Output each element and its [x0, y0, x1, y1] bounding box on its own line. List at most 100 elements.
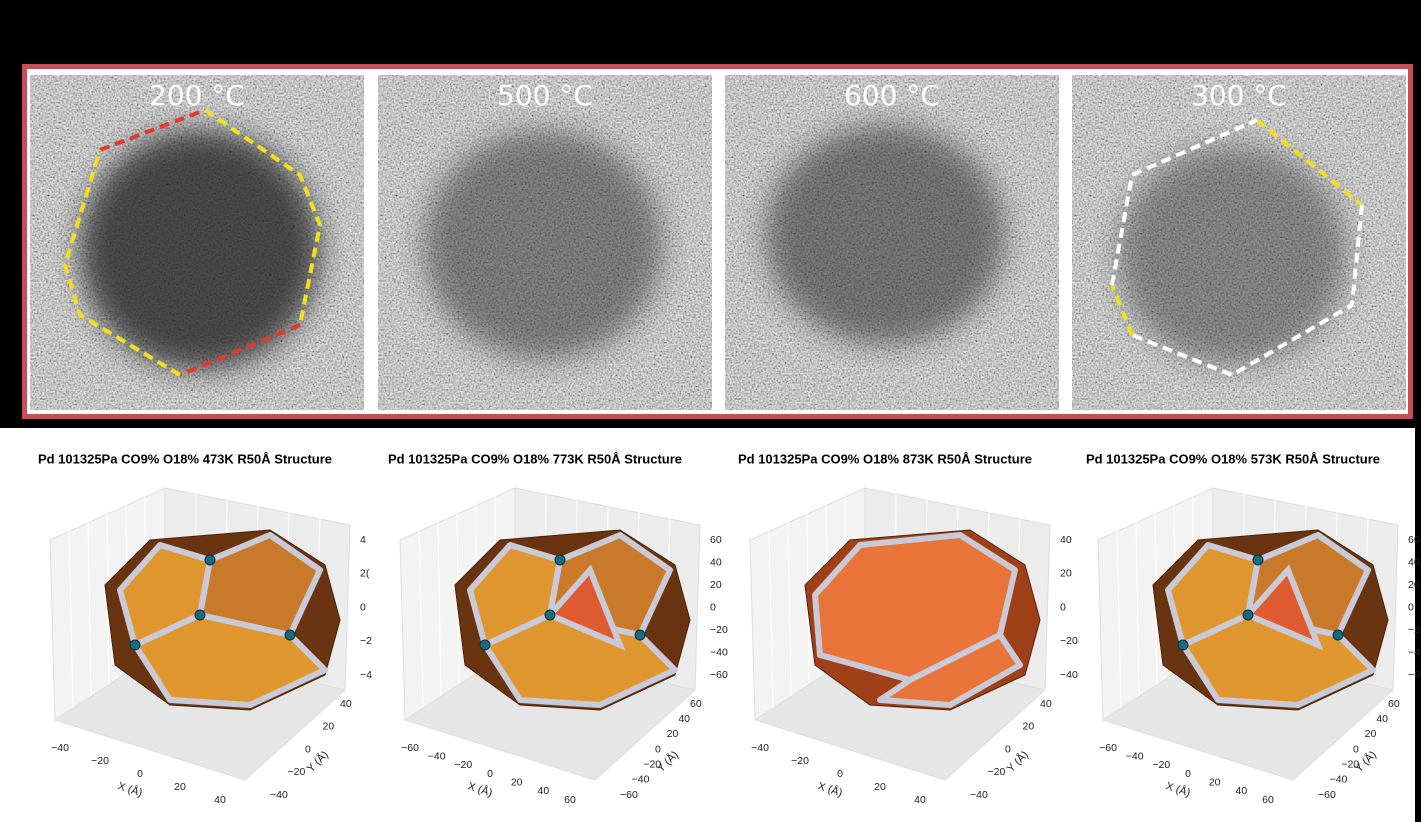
temperature-label: 600 °C [844, 79, 940, 112]
corner-atom [194, 609, 206, 621]
structure-plot: Pd 101325Pa CO9% O18% 473K R50Å Structur… [38, 451, 372, 805]
facet-outline [1110, 284, 1134, 336]
tem-panel: 200 °C [30, 75, 364, 410]
z-tick-label: 0 [360, 601, 366, 613]
z-tick-label: 40 [1060, 534, 1072, 546]
z-tick-label: −40 [1060, 669, 1078, 681]
corner-atom [544, 609, 556, 621]
y-tick-label: −40 [970, 789, 988, 801]
x-tick-label: −20 [91, 755, 109, 767]
corner-atom [634, 629, 646, 641]
plot-title: Pd 101325Pa CO9% O18% 473K R50Å Structur… [38, 451, 332, 466]
y-tick-label: 20 [667, 728, 679, 740]
z-tick-label: −60 [710, 669, 728, 681]
grid-line [87, 521, 92, 697]
z-tick-label: 20 [1408, 579, 1420, 591]
z-tick-label: 20 [710, 579, 722, 591]
facet-outline [179, 323, 301, 377]
facet [544, 564, 626, 651]
z-tick-label: −20 [1060, 635, 1078, 647]
x-tick-label: 0 [837, 768, 843, 780]
z-tick-label: −60 [1408, 669, 1421, 681]
grid-line [1135, 521, 1140, 697]
y-tick-label: −20 [1341, 758, 1359, 770]
plot-title: Pd 101325Pa CO9% O18% 873K R50Å Structur… [738, 451, 1032, 466]
facet-outline [1255, 118, 1364, 207]
z-tick-label: 60 [710, 534, 722, 546]
y-tick-label: 0 [655, 743, 661, 755]
facet-outline [203, 108, 323, 326]
x-tick-label: −20 [791, 755, 809, 767]
x-tick-label: −20 [1152, 759, 1170, 771]
grid-line [768, 530, 774, 709]
y-tick-label: −20 [288, 766, 306, 778]
y-tick-label: −20 [643, 758, 661, 770]
grid-line [418, 530, 424, 709]
x-tick-label: 20 [174, 781, 186, 793]
x-tick-label: −60 [1099, 742, 1117, 754]
z-tick-label: 0 [710, 601, 716, 613]
facet-outline [99, 108, 206, 152]
x-tick-label: 60 [564, 794, 576, 806]
corner-atom [204, 554, 216, 566]
y-tick-label: 40 [1040, 698, 1052, 710]
x-tick-label: 40 [214, 794, 226, 806]
grid-line [1116, 530, 1122, 709]
y-tick-label: 20 [1023, 721, 1035, 733]
y-tick-label: 0 [1353, 743, 1359, 755]
corner-atom [1177, 639, 1189, 651]
x-tick-label: 20 [1209, 776, 1221, 788]
y-tick-label: 20 [323, 721, 335, 733]
x-tick-label: 40 [914, 794, 926, 806]
grid-line [68, 530, 74, 709]
corner-atom [129, 639, 141, 651]
y-tick-label: −40 [1330, 774, 1348, 786]
y-tick-label: 40 [678, 713, 690, 725]
particle [1117, 145, 1347, 365]
y-tick-label: 0 [1005, 743, 1011, 755]
x-tick-label: 0 [137, 768, 143, 780]
particle [80, 130, 320, 370]
y-tick-label: 20 [1365, 728, 1377, 740]
x-tick-label: 20 [874, 781, 886, 793]
y-tick-label: −40 [270, 789, 288, 801]
corner-atom [554, 554, 566, 566]
z-tick-label: 60 [1408, 534, 1420, 546]
particle [765, 125, 1005, 345]
plot-title: Pd 101325Pa CO9% O18% 773K R50Å Structur… [388, 451, 682, 466]
z-tick-label: −20 [710, 624, 728, 636]
facet-outline [1131, 204, 1364, 378]
z-tick-label: 0 [1060, 601, 1066, 613]
tem-panel: 600 °C [725, 75, 1059, 410]
structure-plot: Pd 101325Pa CO9% O18% 573K R50Å Structur… [1086, 451, 1421, 805]
z-tick-label: −40 [1408, 646, 1421, 658]
y-tick-label: 60 [1388, 698, 1400, 710]
corner-atom [1242, 609, 1254, 621]
y-tick-label: −20 [988, 766, 1006, 778]
y-tick-label: 40 [340, 698, 352, 710]
x-tick-label: −60 [401, 742, 419, 754]
z-tick-label: 4 [360, 534, 366, 546]
corner-atom [1252, 554, 1264, 566]
facet [197, 532, 323, 638]
x-tick-label: −40 [51, 742, 69, 754]
x-tick-label: −40 [428, 750, 446, 762]
z-tick-label: 2( [360, 568, 370, 580]
z-tick-label: −4 [360, 669, 372, 681]
corner-atom [479, 639, 491, 651]
facet [1242, 564, 1324, 651]
z-tick-label: 40 [710, 556, 722, 568]
y-tick-label: 40 [1376, 713, 1388, 725]
plot-title: Pd 101325Pa CO9% O18% 573K R50Å Structur… [1086, 451, 1380, 466]
x-tick-label: −40 [751, 742, 769, 754]
grid-line [437, 521, 442, 697]
z-tick-label: 40 [1408, 556, 1420, 568]
z-tick-label: −40 [710, 646, 728, 658]
z-tick-label: −20 [1408, 624, 1421, 636]
x-tick-label: 0 [487, 768, 493, 780]
z-tick-label: −2 [360, 635, 372, 647]
facet-outline [62, 149, 182, 377]
temperature-label: 300 °C [1191, 79, 1287, 112]
facet [812, 532, 1018, 683]
